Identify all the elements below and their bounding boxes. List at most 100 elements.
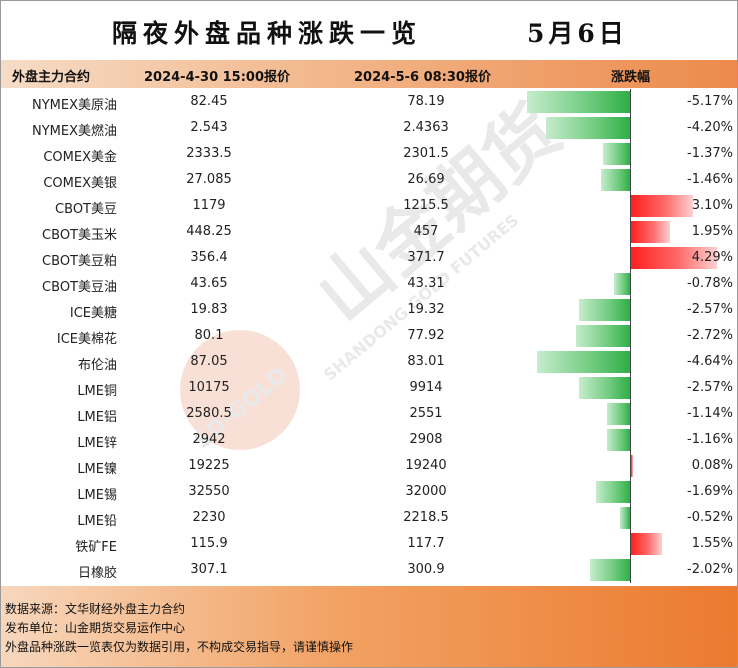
change-bar-negative	[526, 91, 630, 113]
change-bar-negative	[602, 143, 630, 165]
change-percent: 4.29%	[691, 250, 733, 265]
prev-quote: 19225	[188, 458, 230, 473]
change-percent: -2.02%	[687, 562, 733, 577]
contract-name: LME镍	[77, 462, 117, 477]
prev-quote: 2.543	[190, 120, 228, 135]
change-percent: -2.57%	[687, 302, 733, 317]
logo-mark	[180, 330, 300, 450]
curr-quote: 83.01	[407, 354, 445, 369]
change-bar-positive	[631, 247, 717, 269]
change-bar-positive	[631, 533, 662, 555]
curr-quote: 2908	[409, 432, 443, 447]
page-title: 隔夜外盘品种涨跌一览	[112, 19, 423, 48]
prev-quote: 2942	[192, 432, 226, 447]
contract-name: CBOT美豆粕	[42, 254, 117, 269]
contract-name: 铁矿FE	[75, 540, 117, 555]
change-percent: -2.57%	[687, 380, 733, 395]
curr-quote: 117.7	[407, 536, 445, 551]
prev-quote: 356.4	[190, 250, 228, 265]
table-row: LME铜 10175 9914 -2.57%	[1, 375, 737, 401]
change-percent: -4.20%	[687, 120, 733, 135]
curr-quote: 26.69	[407, 172, 445, 187]
change-percent: -1.69%	[687, 484, 733, 499]
change-percent: -1.37%	[687, 146, 733, 161]
change-bar-negative	[596, 481, 630, 503]
change-bar-negative	[607, 403, 630, 425]
change-bar-negative	[619, 507, 630, 529]
footer: 数据来源：文华财经外盘主力合约 发布单位：山金期货交易运作中心 外盘品种涨跌一览…	[1, 586, 737, 667]
change-bar-negative	[546, 117, 630, 139]
change-percent: -0.52%	[687, 510, 733, 525]
table-row: CBOT美豆油 43.65 43.31 -0.78%	[1, 271, 737, 297]
contract-name: COMEX美金	[43, 150, 117, 165]
prev-quote: 307.1	[190, 562, 228, 577]
prev-quote: 115.9	[190, 536, 228, 551]
change-bar-negative	[578, 299, 630, 321]
prev-quote: 2230	[192, 510, 226, 525]
change-percent: -1.14%	[687, 406, 733, 421]
contract-name: ICE美糖	[69, 306, 117, 321]
table-row: CBOT美玉米 448.25 457 1.95%	[1, 219, 737, 245]
table-row: LME锌 2942 2908 -1.16%	[1, 427, 737, 453]
header-prev-quote: 2024-4-30 15:00报价	[144, 70, 291, 85]
header-change: 涨跌幅	[611, 70, 651, 85]
bar-axis	[630, 89, 631, 583]
table-row: CBOT美豆 1179 1215.5 3.10%	[1, 193, 737, 219]
prev-quote: 87.05	[190, 354, 228, 369]
table-row: NYMEX美原油 82.45 78.19 -5.17%	[1, 89, 737, 115]
table-row: 布伦油 87.05 83.01 -4.64%	[1, 349, 737, 375]
contract-name: NYMEX美原油	[31, 98, 117, 113]
title-row: 隔夜外盘品种涨跌一览 5月6日	[0, 0, 738, 60]
curr-quote: 19240	[405, 458, 447, 473]
prev-quote: 82.45	[190, 94, 228, 109]
curr-quote: 19.32	[407, 302, 445, 317]
change-percent: 1.95%	[691, 224, 733, 239]
footer-source: 数据来源：文华财经外盘主力合约	[5, 602, 186, 616]
change-bar-negative	[600, 169, 630, 191]
change-bar-negative	[589, 559, 630, 581]
curr-quote: 32000	[405, 484, 447, 499]
data-rows: NYMEX美原油 82.45 78.19 -5.17% NYMEX美燃油 2.543 2.4…	[1, 89, 737, 583]
table-row: LME锡 32550 32000 -1.69%	[1, 479, 737, 505]
change-percent: -2.72%	[687, 328, 733, 343]
contract-name: CBOT美豆	[55, 202, 117, 217]
change-percent: -0.78%	[687, 276, 733, 291]
change-percent: 3.10%	[691, 198, 733, 213]
change-percent: -5.17%	[687, 94, 733, 109]
curr-quote: 457	[413, 224, 439, 239]
contract-name: LME铅	[77, 514, 117, 529]
prev-quote: 10175	[188, 380, 230, 395]
prev-quote: 32550	[188, 484, 230, 499]
curr-quote: 2301.5	[403, 146, 449, 161]
contract-name: NYMEX美燃油	[31, 124, 117, 139]
contract-name: LME锌	[77, 436, 117, 451]
table-row: LME镍 19225 19240 0.08%	[1, 453, 737, 479]
watermark-logo: 山金期货 SHANDONG GOLD FUTURES SD-GOLD	[170, 88, 576, 490]
contract-name: CBOT美豆油	[42, 280, 117, 295]
curr-quote: 2551	[409, 406, 443, 421]
footer-disclaimer: 外盘品种涨跌一览表仅为数据引用，不构成交易指导，请谨慎操作	[5, 640, 354, 654]
curr-quote: 2218.5	[403, 510, 449, 525]
change-bar-positive	[631, 195, 693, 217]
curr-quote: 300.9	[407, 562, 445, 577]
contract-name: 布伦油	[77, 358, 117, 373]
table-row: LME铝 2580.5 2551 -1.14%	[1, 401, 737, 427]
change-percent: 0.08%	[691, 458, 733, 473]
table-row: 日橡胶 307.1 300.9 -2.02%	[1, 557, 737, 583]
table-row: COMEX美金 2333.5 2301.5 -1.37%	[1, 141, 737, 167]
change-bar-negative	[578, 377, 630, 399]
change-bar-negative	[537, 351, 630, 373]
table-row: 铁矿FE 115.9 117.7 1.55%	[1, 531, 737, 557]
change-bar-negative	[575, 325, 630, 347]
contract-name: LME锡	[77, 488, 117, 503]
contract-name: LME铝	[77, 410, 117, 425]
table-row: COMEX美银 27.085 26.69 -1.46%	[1, 167, 737, 193]
table-row: CBOT美豆粕 356.4 371.7 4.29%	[1, 245, 737, 271]
prev-quote: 2580.5	[186, 406, 232, 421]
table-row: NYMEX美燃油 2.543 2.4363 -4.20%	[1, 115, 737, 141]
curr-quote: 9914	[409, 380, 443, 395]
table-row: LME铅 2230 2218.5 -0.52%	[1, 505, 737, 531]
contract-name: COMEX美银	[43, 176, 117, 191]
change-bar-negative	[614, 273, 630, 295]
change-bar-positive	[631, 221, 670, 243]
